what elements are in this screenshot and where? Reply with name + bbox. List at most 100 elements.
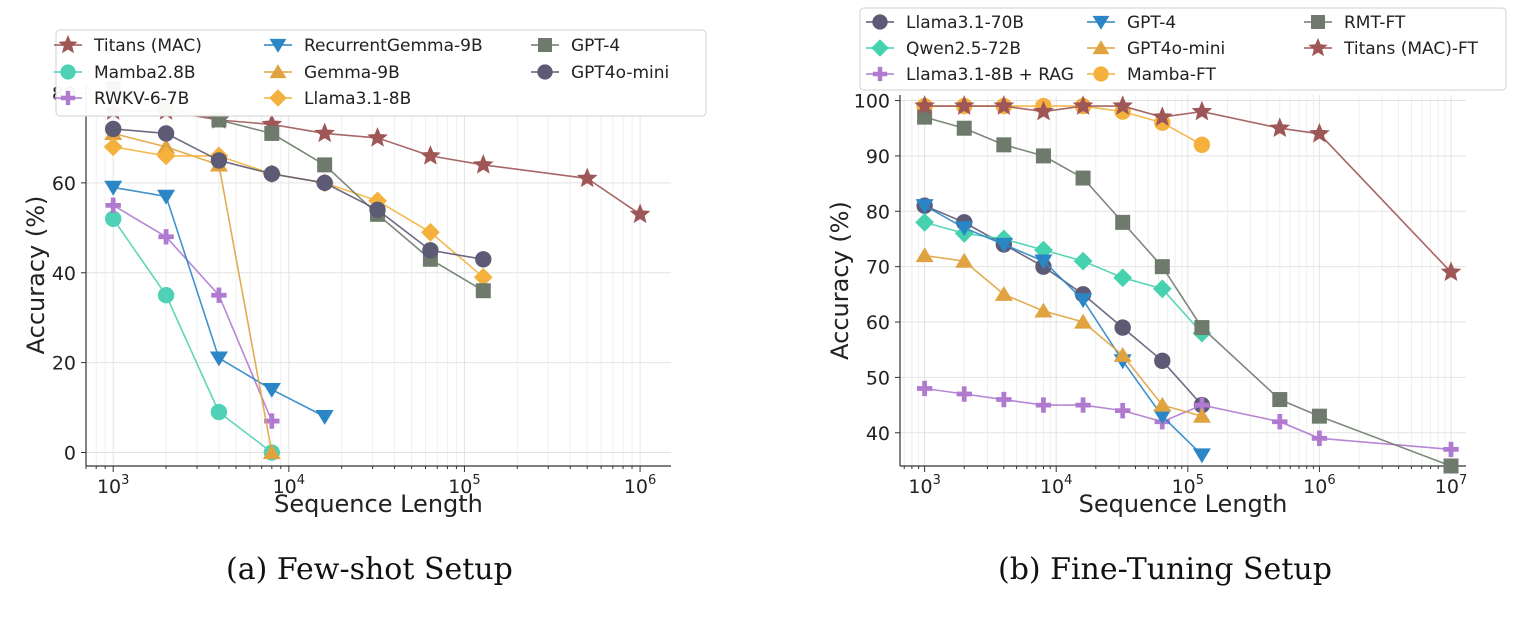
- legend-label: RecurrentGemma-9B: [304, 36, 483, 56]
- legend-item: GPT-4: [1087, 13, 1176, 33]
- data-point: [1074, 293, 1093, 309]
- y-tick-label: 40: [866, 423, 890, 445]
- data-point: [367, 127, 388, 147]
- y-axis-label: Accuracy (%): [826, 201, 854, 360]
- data-point: [1113, 346, 1132, 362]
- data-point: [1443, 441, 1459, 458]
- legend-item: GPT4o-mini: [531, 63, 669, 83]
- data-point: [156, 146, 176, 166]
- data-point: [1072, 95, 1094, 115]
- legend-label: Qwen2.5-72B: [906, 39, 1021, 59]
- y-tick-label: 100: [854, 91, 890, 113]
- legend-label: Llama3.1-8B: [304, 89, 411, 109]
- data-point: [105, 120, 122, 138]
- legend-item: Llama3.1-8B: [264, 89, 411, 109]
- legend-marker: [1092, 15, 1110, 30]
- data-point: [955, 252, 974, 268]
- legend: Titans (MAC) Mamba2.8B RWKV-6-7B RecurrentG…: [54, 29, 707, 117]
- legend-marker: [871, 39, 889, 57]
- legend-marker: [872, 14, 888, 30]
- legend-label: Mamba-FT: [1127, 65, 1216, 85]
- data-point: [210, 403, 228, 421]
- legend-label: Mamba2.8B: [94, 63, 196, 83]
- x-tick-label: 104: [1040, 473, 1072, 498]
- data-point: [1113, 268, 1133, 288]
- x-tick-label: 105: [448, 473, 480, 498]
- x-tick-label: 104: [273, 473, 305, 498]
- legend-label: RMT-FT: [1344, 13, 1406, 33]
- data-point: [629, 203, 651, 224]
- data-point: [475, 283, 491, 299]
- data-point: [956, 386, 972, 402]
- series-line: [112, 204, 273, 422]
- legend-marker: [60, 90, 76, 106]
- legend-label: Titans (MAC)-FT: [1343, 39, 1478, 59]
- legend-label: GPT4o-mini: [1127, 39, 1225, 59]
- data-point: [421, 222, 440, 242]
- legend-item: Llama3.1-8B + RAG: [866, 65, 1074, 85]
- data-point: [157, 189, 176, 205]
- data-point: [1194, 397, 1210, 413]
- data-point: [1309, 122, 1330, 143]
- legend-label: GPT4o-mini: [571, 63, 669, 83]
- data-point: [210, 152, 228, 169]
- data-point: [915, 212, 935, 232]
- data-point: [369, 201, 386, 219]
- legend-marker: [269, 38, 287, 53]
- y-tick-label: 0: [64, 443, 76, 465]
- x-tick-label: 107: [1435, 473, 1467, 498]
- data-point: [472, 154, 494, 174]
- legend-item: Gemma-9B: [264, 63, 400, 83]
- y-tick-label: 90: [866, 146, 890, 168]
- data-point: [1192, 448, 1211, 464]
- data-point: [1114, 319, 1131, 336]
- data-point: [1035, 148, 1051, 164]
- legend-item: Llama3.1-70B: [866, 13, 1024, 33]
- data-point: [315, 409, 334, 425]
- data-point: [157, 287, 175, 304]
- data-point: [994, 286, 1013, 301]
- data-point: [955, 221, 974, 237]
- data-point: [1073, 251, 1093, 271]
- legend-item: RecurrentGemma-9B: [264, 36, 483, 56]
- series-line: [113, 132, 273, 453]
- legend-item: GPT4o-mini: [1087, 39, 1225, 59]
- x-tick-label: 103: [908, 473, 940, 498]
- legend-marker: [537, 64, 553, 80]
- data-point: [262, 444, 281, 460]
- y-tick-label: 80: [866, 201, 890, 223]
- y-tick-label: 50: [866, 367, 890, 389]
- chart-few-shot: 020406080103104105106Sequence LengthAccu…: [22, 29, 707, 518]
- legend-marker: [269, 89, 287, 107]
- data-point: [1311, 408, 1327, 424]
- legend-label: RWKV-6-7B: [94, 89, 189, 109]
- data-point: [1153, 396, 1172, 412]
- data-point: [1074, 313, 1093, 329]
- legend-marker: [269, 64, 287, 79]
- data-point: [915, 247, 934, 263]
- x-tick-label: 105: [1172, 473, 1204, 498]
- legend-item: RMT-FT: [1304, 13, 1406, 33]
- legend-marker: [1308, 37, 1328, 57]
- series-gpt4o-mini: [105, 120, 492, 268]
- chart-fine-tuning: 40 50 60 70 80 90 100 103 104 105 106 107 Sequence L…: [826, 7, 1507, 518]
- legend-item: Titans (MAC): [54, 34, 202, 56]
- legend-marker: [538, 38, 552, 52]
- legend-item: RWKV-6-7B: [54, 89, 189, 109]
- x-tick-label: 103: [97, 473, 129, 498]
- data-point: [105, 210, 122, 228]
- legend: Llama3.1-70B Qwen2.5-72B Llama3.1-8B + RAG…: [859, 7, 1507, 91]
- legend-label: Gemma-9B: [304, 63, 400, 83]
- data-point: [996, 137, 1012, 153]
- data-point: [1152, 106, 1173, 126]
- data-point: [916, 380, 933, 397]
- series-gemma-9b: [104, 125, 281, 460]
- legend-item: Mamba2.8B: [54, 63, 196, 83]
- data-point: [1152, 279, 1172, 299]
- legend-marker: [1092, 40, 1110, 55]
- data-point: [1035, 397, 1052, 413]
- data-point: [262, 383, 281, 398]
- legend-item: Titans (MAC)-FT: [1304, 37, 1478, 59]
- y-tick-label: 60: [52, 173, 76, 195]
